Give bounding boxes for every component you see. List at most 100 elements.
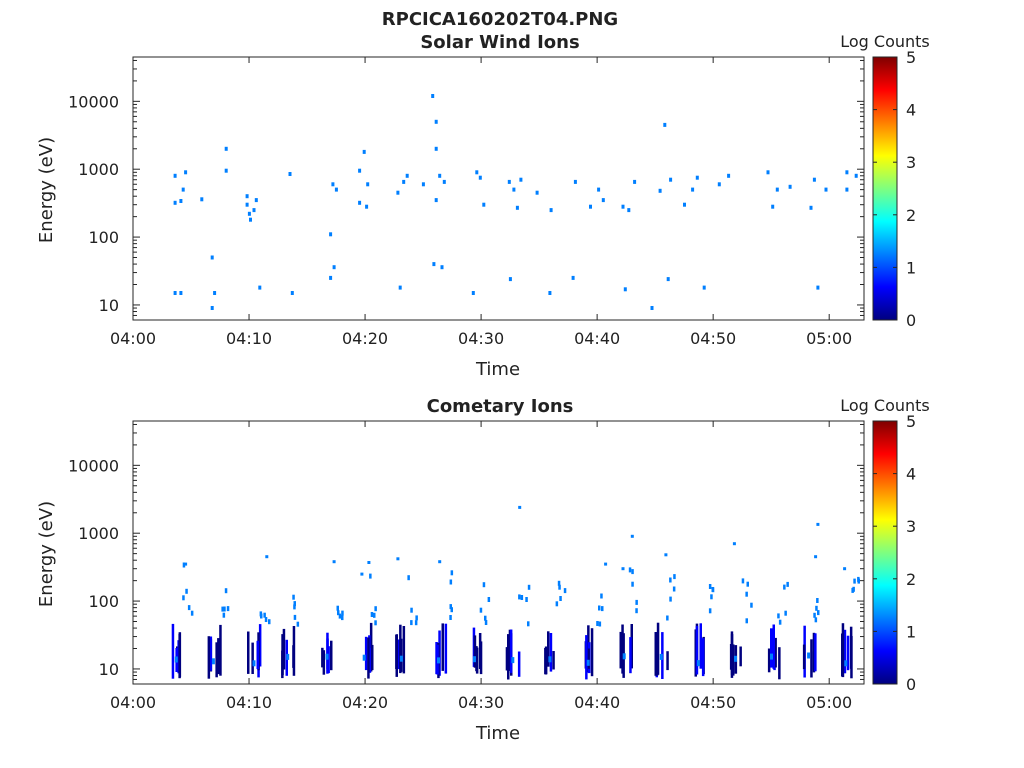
spectrogram-cell	[672, 586, 676, 592]
spectrogram-cell	[710, 594, 713, 600]
y-tick-label: 100	[88, 228, 119, 247]
y-tick-label: 1000	[78, 160, 119, 179]
spectrogram-cell	[207, 636, 211, 679]
spectrogram-cell	[471, 291, 475, 295]
y-tick-label: 1000	[78, 524, 119, 543]
spectrogram-cell	[327, 646, 330, 674]
spectrogram-cell	[358, 200, 362, 205]
spectrogram-cell	[549, 208, 553, 213]
spectrogram-cell	[437, 657, 440, 664]
spectrogram-cell	[535, 190, 539, 195]
spectrogram-cell	[450, 607, 453, 613]
spectrogram-cell	[367, 561, 371, 564]
spectrogram-cell	[631, 581, 634, 587]
spectrogram-cell	[654, 632, 657, 676]
spectrogram-cell	[341, 610, 344, 616]
spectrogram-cell	[772, 624, 775, 669]
colorbar-tick-label: 4	[906, 101, 916, 120]
x-tick-label: 05:00	[806, 693, 852, 712]
spectrogram-cell	[296, 621, 300, 627]
solar-wind-spectrogram	[173, 94, 858, 310]
spectrogram-cell	[663, 122, 667, 127]
spectrogram-cell	[200, 197, 204, 202]
spectrogram-cell	[518, 505, 522, 509]
spectrogram-cell	[659, 653, 663, 660]
spectrogram-cell	[783, 584, 786, 590]
spectrogram-cell	[717, 182, 721, 187]
spectrogram-cell	[809, 205, 813, 210]
spectrogram-cell	[334, 187, 338, 192]
spectrogram-cell	[329, 232, 333, 237]
spectrogram-cell	[360, 572, 364, 576]
spectrogram-cell	[600, 593, 603, 599]
spectrogram-cell	[807, 652, 811, 659]
colorbar-tick-label: 1	[906, 258, 916, 277]
spectrogram-cell	[596, 621, 599, 626]
spectrogram-cell	[438, 560, 442, 564]
cometary-x-ticks: 04:00 04:10 04:20 04:30 04:40 04:50 05:00	[110, 421, 852, 712]
colorbar-tick-label: 2	[906, 570, 916, 589]
spectrogram-cell	[332, 265, 336, 270]
spectrogram-cell	[628, 567, 632, 573]
spectrogram-cell	[209, 636, 213, 671]
spectrogram-cell	[365, 204, 369, 209]
x-tick-label: 05:00	[806, 329, 852, 348]
spectrogram-cell	[778, 647, 781, 680]
solar-wind-x-axis-label: Time	[475, 359, 520, 380]
spectrogram-cell	[281, 634, 284, 676]
spectrogram-cell	[775, 187, 779, 192]
spectrogram-cell	[444, 623, 448, 674]
x-tick-label: 04:00	[110, 329, 156, 348]
spectrogram-cell	[442, 179, 446, 184]
spectrogram-cell	[338, 613, 342, 619]
spectrogram-cell	[286, 653, 290, 660]
spectrogram-cell	[816, 522, 820, 526]
cometary-axes-frame	[132, 420, 865, 685]
x-tick-label: 04:20	[342, 329, 388, 348]
spectrogram-cell	[184, 562, 188, 566]
spectrogram-cell	[852, 586, 855, 592]
spectrogram-cell	[179, 291, 183, 295]
x-tick-label: 04:00	[110, 693, 156, 712]
spectrogram-cell	[683, 202, 686, 207]
spectrogram-cell	[434, 146, 438, 151]
spectrogram-cell	[548, 656, 552, 663]
colorbar-tick-label: 3	[906, 517, 916, 536]
spectrogram-cell	[292, 645, 295, 668]
spectrogram-cell	[185, 588, 188, 594]
spectrogram-cell	[505, 647, 509, 671]
spectrogram-cell	[629, 637, 632, 674]
spectrogram-cell	[184, 170, 188, 175]
spectrogram-cell	[741, 578, 745, 584]
colorbar-tick-label: 3	[906, 153, 916, 172]
spectrogram-cell	[664, 553, 668, 557]
colorbar-tick-label: 0	[906, 675, 916, 694]
spectrogram-cell	[366, 182, 370, 187]
spectrogram-cell	[251, 642, 254, 674]
spectrogram-cell	[527, 584, 531, 590]
spectrogram-cell	[252, 660, 256, 667]
spectrogram-cell	[256, 640, 259, 670]
spectrogram-cell	[321, 647, 324, 668]
spectrogram-cell	[362, 654, 366, 661]
spectrogram-cell	[841, 633, 844, 677]
spectrogram-cell	[814, 555, 818, 559]
spectrogram-cell	[559, 596, 562, 601]
spectrogram-cell	[282, 628, 286, 670]
spectrogram-cell	[213, 291, 217, 295]
spectrogram-cell	[770, 628, 773, 668]
x-tick-label: 04:40	[574, 693, 620, 712]
spectrogram-cell	[711, 587, 715, 593]
spectrogram-cell	[373, 612, 376, 618]
spectrogram-cell	[853, 578, 856, 584]
spectrogram-cell	[601, 606, 604, 612]
spectrogram-cell	[549, 633, 553, 672]
colorbar-tick-label: 0	[906, 311, 916, 330]
spectrogram-cell	[265, 555, 269, 559]
spectrogram-cell	[473, 656, 476, 663]
spectrogram-cell	[187, 605, 191, 611]
spectrogram-cell	[777, 613, 780, 619]
spectrogram-cell	[810, 639, 813, 678]
spectrogram-cell	[507, 179, 511, 184]
spectrogram-cell	[405, 173, 409, 178]
